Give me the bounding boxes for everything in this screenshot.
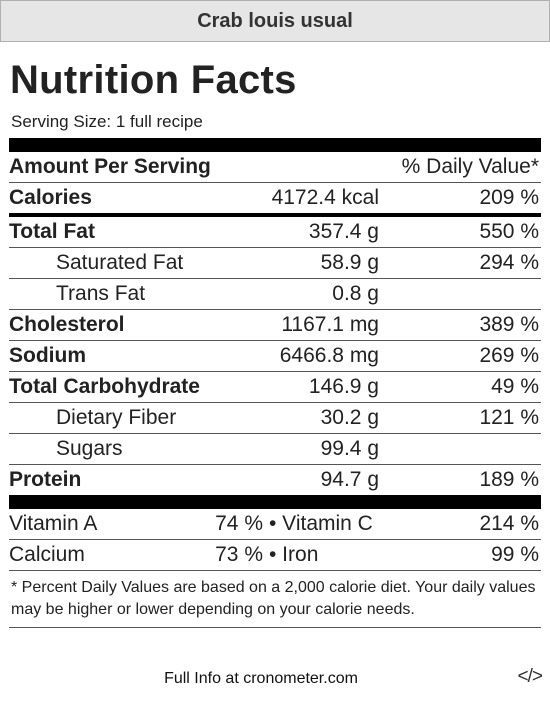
vitamin-c-label: • Vitamin C <box>269 512 373 535</box>
divider <box>9 402 541 403</box>
divider <box>9 539 541 540</box>
nutrient-dv: 389 % <box>479 313 539 336</box>
vitamin-a-value: 74 % <box>215 512 263 535</box>
nutrient-row-trans-fat: Trans Fat 0.8 g <box>9 279 541 309</box>
calories-dv: 209 % <box>479 186 539 209</box>
nutrient-dv: 550 % <box>479 220 539 243</box>
calories-amount: 4172.4 kcal <box>271 186 379 209</box>
divider-medium <box>9 213 541 217</box>
nutrient-label: Sugars <box>56 437 123 460</box>
serving-size: Serving Size: 1 full recipe <box>11 112 203 131</box>
nutrient-row-protein: Protein 94.7 g 189 % <box>9 465 541 495</box>
divider <box>9 309 541 310</box>
calcium-value: 73 % <box>215 543 263 566</box>
divider <box>9 247 541 248</box>
divider <box>9 433 541 434</box>
mineral-row: Calcium 73 % • Iron 99 % <box>9 540 541 570</box>
recipe-title: Crab louis usual <box>197 9 353 32</box>
nutrient-amount: 94.7 g <box>320 468 379 491</box>
nutrient-dv: 269 % <box>479 344 539 367</box>
nutrient-label: Total Fat <box>9 220 95 243</box>
nutrient-row-cholesterol: Cholesterol 1167.1 mg 389 % <box>9 310 541 340</box>
nutrient-label: Saturated Fat <box>56 251 184 274</box>
nutrient-amount: 58.9 g <box>320 251 379 274</box>
nutrient-dv: 294 % <box>479 251 539 274</box>
nutrient-amount: 146.9 g <box>308 375 379 398</box>
amount-header-row: Amount Per Serving % Daily Value* <box>9 152 541 182</box>
divider <box>9 371 541 372</box>
nutrient-amount: 6466.8 mg <box>279 344 379 367</box>
nutrient-row-total-fat: Total Fat 357.4 g 550 % <box>9 217 541 247</box>
vitamin-row: Vitamin A 74 % • Vitamin C 214 % <box>9 509 541 539</box>
nutrient-dv: 189 % <box>479 468 539 491</box>
divider <box>9 627 541 628</box>
divider <box>9 182 541 183</box>
recipe-title-bar: Crab louis usual <box>0 0 550 42</box>
nutrient-amount: 30.2 g <box>320 406 379 429</box>
nutrient-amount: 1167.1 mg <box>281 313 379 336</box>
daily-value-footnote: * Percent Daily Values are based on a 2,… <box>11 579 536 618</box>
nutrient-amount: 99.4 g <box>320 437 379 460</box>
nutrient-label: Protein <box>9 468 82 491</box>
vitamin-c-value: 214 % <box>479 512 539 535</box>
divider <box>9 570 541 571</box>
divider <box>9 340 541 341</box>
nutrient-label: Sodium <box>9 344 86 367</box>
code-icon[interactable]: </> <box>517 666 544 687</box>
nutrient-label: Cholesterol <box>9 313 125 336</box>
nutrient-dv: 121 % <box>479 406 539 429</box>
nutrient-dv: 49 % <box>491 375 539 398</box>
calories-row: Calories 4172.4 kcal 209 % <box>9 183 541 213</box>
cronometer-link[interactable]: Full Info at cronometer.com <box>164 670 358 687</box>
nutrient-row-total-carbohydrate: Total Carbohydrate 146.9 g 49 % <box>9 372 541 402</box>
daily-value-header: % Daily Value* <box>401 155 539 178</box>
nutrient-label: Dietary Fiber <box>56 406 177 429</box>
nutrient-row-saturated-fat: Saturated Fat 58.9 g 294 % <box>9 248 541 278</box>
nutrient-amount: 0.8 g <box>332 282 379 305</box>
nutrient-label: Total Carbohydrate <box>9 375 200 398</box>
nutrient-amount: 357.4 g <box>308 220 379 243</box>
nutrient-row-dietary-fiber: Dietary Fiber 30.2 g 121 % <box>9 403 541 433</box>
nutrient-row-sugars: Sugars 99.4 g <box>9 434 541 464</box>
iron-label: • Iron <box>269 543 319 566</box>
calories-label: Calories <box>9 186 92 209</box>
vitamin-a-label: Vitamin A <box>9 512 98 535</box>
nutrient-label: Trans Fat <box>56 282 146 305</box>
nutrition-facts-heading: Nutrition Facts <box>10 58 297 102</box>
nutrition-label: Amount Per Serving % Daily Value* Calori… <box>9 138 541 628</box>
amount-per-serving-label: Amount Per Serving <box>9 155 211 178</box>
iron-value: 99 % <box>491 543 539 566</box>
footer: Full Info at cronometer.com </> <box>0 660 550 700</box>
divider-thick <box>9 138 541 152</box>
divider-thick <box>9 495 541 509</box>
nutrient-row-sodium: Sodium 6466.8 mg 269 % <box>9 341 541 371</box>
divider <box>9 278 541 279</box>
calcium-label: Calcium <box>9 543 85 566</box>
divider <box>9 464 541 465</box>
